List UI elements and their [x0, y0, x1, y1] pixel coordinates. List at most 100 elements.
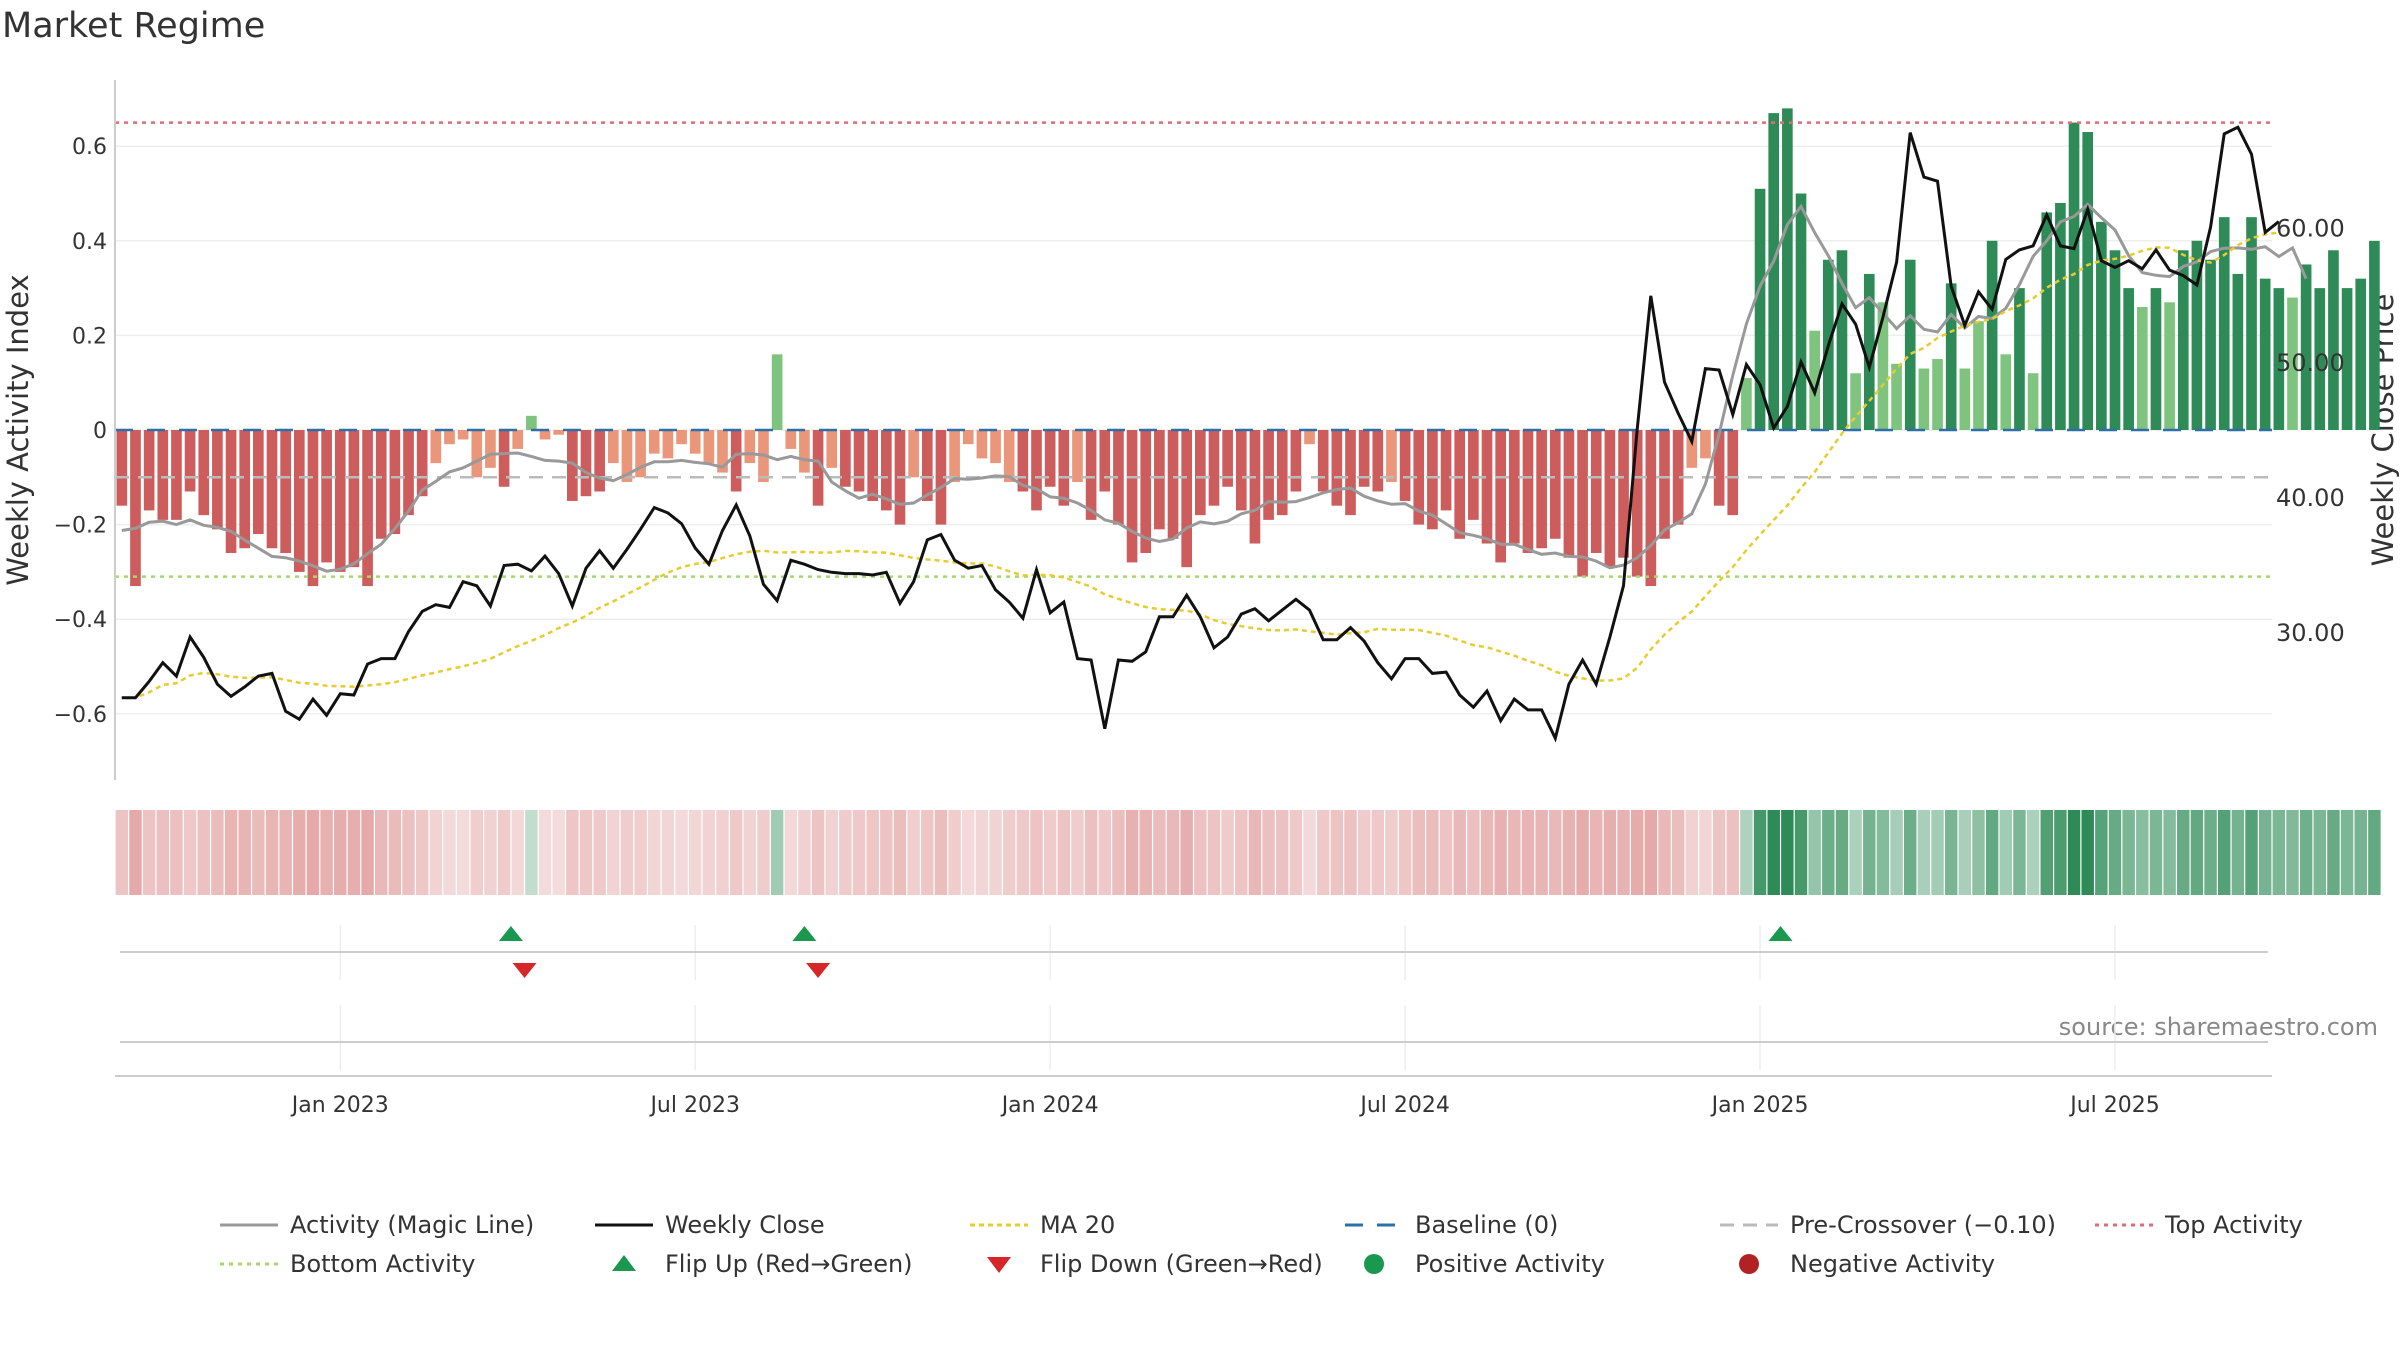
regime-cell [893, 810, 907, 895]
regime-cell [388, 810, 402, 895]
activity-bar [853, 430, 865, 492]
activity-bar [225, 430, 237, 553]
activity-bar [1140, 430, 1152, 553]
regime-cell [1644, 810, 1658, 895]
regime-cell [2054, 810, 2067, 895]
legend-item: Negative Activity [1739, 1250, 1995, 1278]
legend-item: MA 20 [970, 1211, 1115, 1239]
activity-bar [1386, 430, 1397, 483]
flip-up-marker [498, 926, 523, 941]
regime-cell [1931, 810, 1944, 895]
activity-bar [1208, 430, 1220, 506]
activity-bar [1727, 430, 1739, 516]
activity-bar [1058, 430, 1070, 506]
activity-bar [2273, 288, 2285, 430]
activity-bar [1577, 430, 1588, 577]
activity-bar [1891, 363, 1902, 430]
legend-label: Negative Activity [1790, 1250, 1995, 1278]
activity-bar [2000, 354, 2012, 430]
regime-cell [1016, 810, 1030, 895]
activity-bar [1222, 430, 1233, 487]
activity-bar [1795, 193, 1807, 430]
activity-bar [403, 430, 414, 516]
activity-bar [990, 430, 1001, 464]
legend-swatch [612, 1255, 636, 1271]
regime-cell [538, 810, 552, 895]
regime-cell [852, 810, 866, 895]
regime-cell [1002, 810, 1016, 895]
regime-cell [1330, 810, 1344, 895]
activity-bar [2369, 240, 2380, 430]
regime-cell [1958, 810, 1972, 895]
regime-cell [2177, 810, 2190, 895]
regime-cell [675, 810, 688, 895]
regime-cell [1084, 810, 1098, 895]
regime-cell [1808, 810, 1821, 895]
regime-cell [2354, 810, 2367, 895]
activity-bar [1454, 430, 1466, 539]
regime-cell [1903, 810, 1917, 895]
regime-cell [2313, 810, 2327, 895]
activity-bar [1031, 430, 1042, 511]
regime-cell [2245, 810, 2258, 895]
regime-cell [1726, 810, 1739, 895]
regime-cell [443, 810, 456, 895]
activity-bar [1427, 430, 1438, 530]
regime-cell [1590, 810, 1603, 895]
regime-cell [1740, 810, 1753, 895]
regime-cell [1712, 810, 1726, 895]
activity-bar [157, 430, 169, 520]
activity-bar [662, 430, 674, 459]
activity-bar [1044, 430, 1056, 487]
regime-cell [224, 810, 238, 895]
activity-bar [143, 430, 155, 511]
activity-bar [1099, 430, 1111, 492]
activity-bar [1973, 321, 1984, 430]
activity-bar [1563, 430, 1575, 558]
regime-cell [1781, 810, 1794, 895]
x-tick-label: Jul 2025 [2068, 1093, 2160, 1118]
flip-markers [115, 926, 2272, 1077]
magic-line [121, 202, 2308, 573]
activity-bar [1618, 430, 1629, 558]
activity-bar [416, 430, 428, 497]
regime-cell [2258, 810, 2272, 895]
regime-cell [743, 810, 757, 895]
regime-cell [1562, 810, 1576, 895]
activity-bar [1522, 430, 1534, 553]
activity-bar [116, 430, 128, 506]
regime-cell [648, 810, 661, 895]
regime-cell [1139, 810, 1152, 895]
activity-bar [553, 430, 565, 435]
regime-cell [525, 810, 538, 895]
activity-bar [2055, 202, 2066, 430]
activity-bar [389, 430, 401, 535]
regime-cell [1630, 810, 1644, 895]
activity-bar [498, 430, 510, 487]
x-tick-label: Jan 2025 [1710, 1093, 1809, 1118]
flip-down-marker [806, 963, 831, 978]
activity-bar [2287, 297, 2298, 430]
activity-bar [1508, 430, 1520, 544]
activity-bar [1604, 430, 1616, 568]
activity-bar [348, 430, 360, 568]
regime-cell [2190, 810, 2204, 895]
regime-cell [2067, 810, 2081, 895]
activity-bar [293, 430, 305, 572]
activity-bar [1590, 430, 1602, 553]
activity-bar [2109, 250, 2121, 430]
activity-bar [253, 430, 264, 535]
regime-cell [279, 810, 292, 895]
regime-cell [552, 810, 565, 895]
regime-cell [1207, 810, 1221, 895]
activity-bar [703, 430, 715, 464]
legend-swatch [1364, 1254, 1384, 1274]
regime-cell [1699, 810, 1712, 895]
activity-bar [307, 430, 319, 587]
activity-bar [976, 430, 988, 459]
regime-cell [2095, 810, 2108, 895]
regime-cell [934, 810, 948, 895]
activity-bar [1904, 259, 1916, 430]
regime-cell [1057, 810, 1071, 895]
regime-cell [1603, 810, 1617, 895]
